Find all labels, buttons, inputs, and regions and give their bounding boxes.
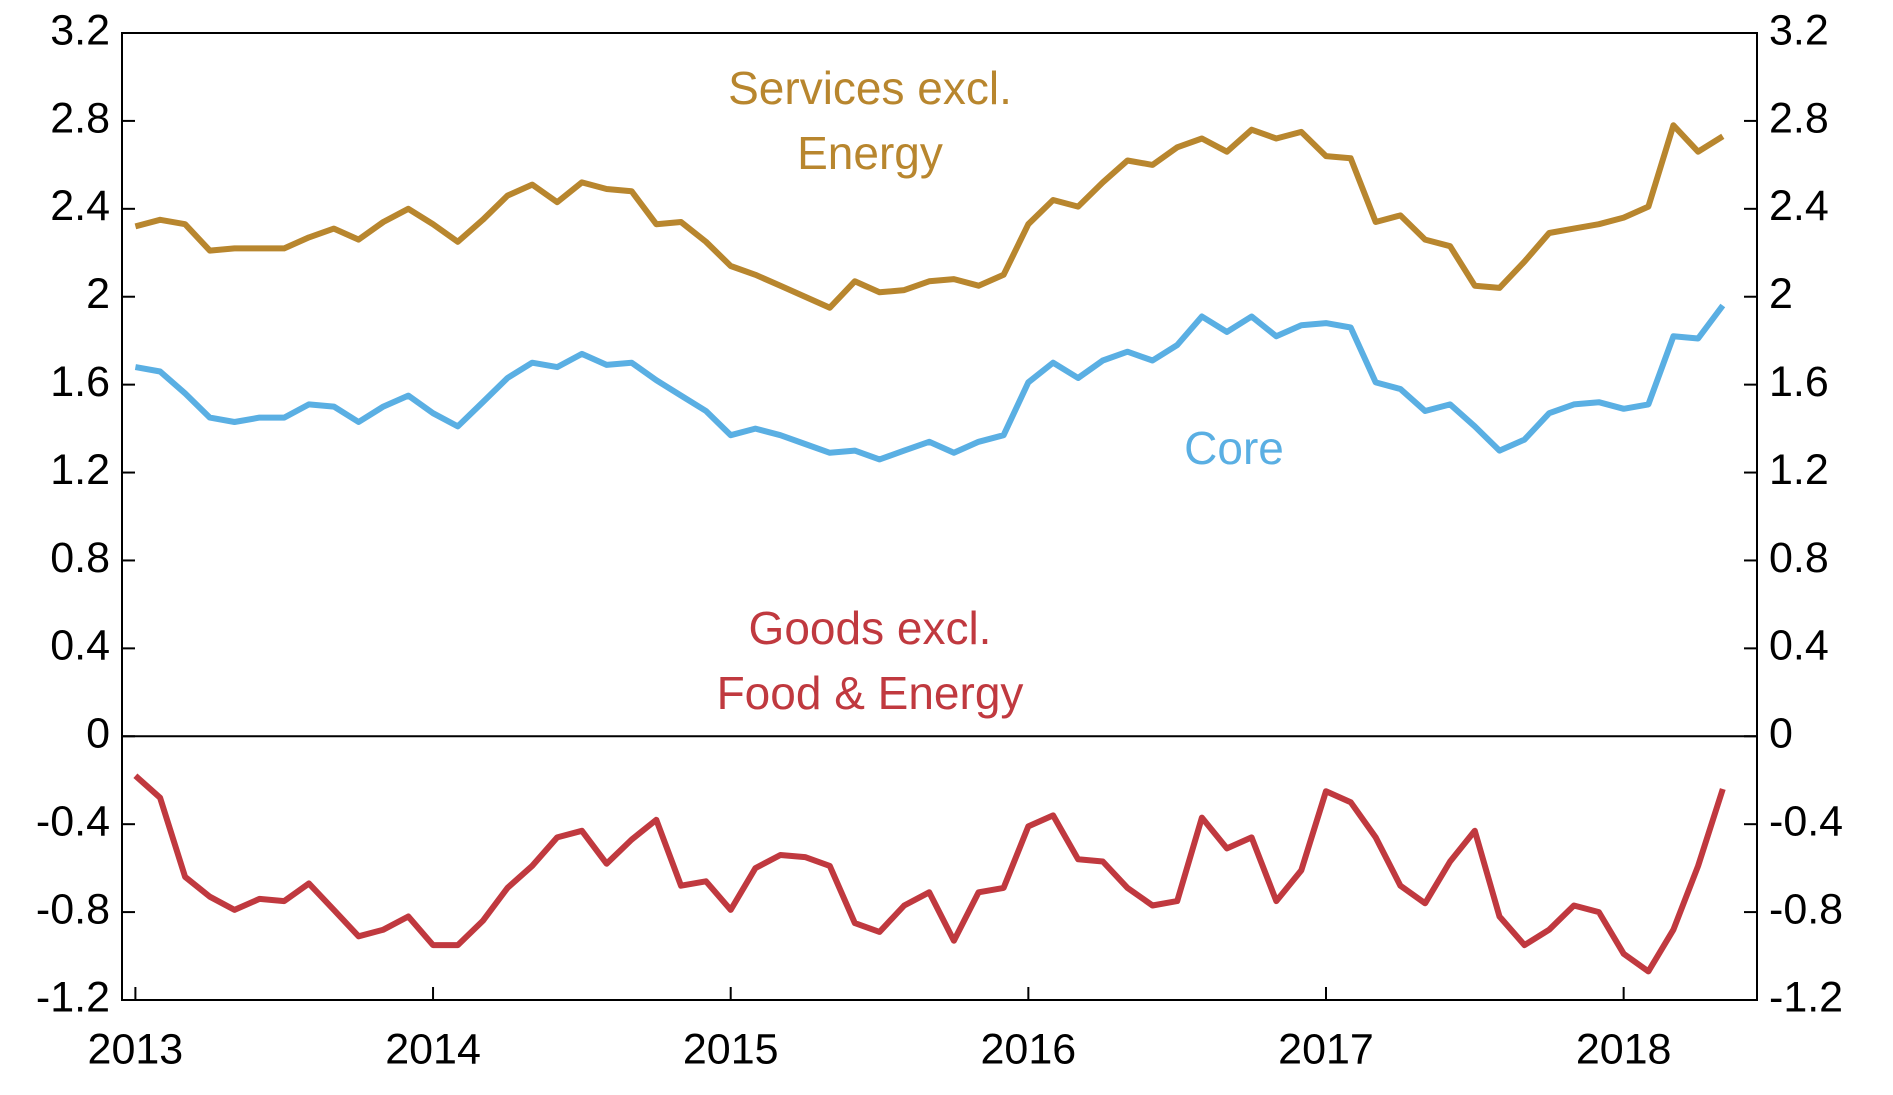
- plot-frame: [121, 32, 1758, 1001]
- x-tick-label: 2016: [981, 1025, 1077, 1073]
- annotation: Energy: [797, 127, 943, 179]
- y-tick-label: -1.2: [36, 973, 110, 1021]
- y-tick-label: 2: [86, 270, 110, 318]
- y2-tick-label: 2.4: [1769, 182, 1829, 230]
- y2-tick-label: 1.2: [1769, 446, 1829, 494]
- y2-tick-label: -0.4: [1769, 798, 1843, 846]
- y-tick-label: -0.8: [36, 885, 110, 933]
- y-tick-label: 1.2: [50, 446, 110, 494]
- y2-tick-label: 1.6: [1769, 358, 1829, 406]
- y-tick-label: 2.8: [50, 94, 110, 142]
- annotation: Food & Energy: [717, 667, 1024, 719]
- x-tick-label: 2014: [385, 1025, 481, 1073]
- x-tick-label: 2013: [88, 1025, 184, 1073]
- y-tick-label: 3.2: [50, 6, 110, 54]
- x-tick-label: 2018: [1576, 1025, 1672, 1073]
- y-tick-label: 1.6: [50, 358, 110, 406]
- annotation: Services excl.: [728, 62, 1012, 114]
- y-tick-label: -0.4: [36, 798, 110, 846]
- y2-tick-label: -0.8: [1769, 885, 1843, 933]
- y2-tick-label: -1.2: [1769, 973, 1843, 1021]
- x-tick-label: 2017: [1278, 1025, 1374, 1073]
- series-line: [134, 303, 1726, 463]
- annotation: Goods excl.: [749, 602, 992, 654]
- y2-tick-label: 3.2: [1769, 6, 1829, 54]
- annotation: Core: [1184, 422, 1284, 474]
- y2-tick-label: 2.8: [1769, 94, 1829, 142]
- y2-tick-label: 2: [1769, 270, 1793, 318]
- y2-tick-label: 0.8: [1769, 534, 1829, 582]
- y2-tick-label: 0.4: [1769, 622, 1829, 670]
- series-line: [134, 122, 1725, 311]
- series-line: [133, 773, 1726, 975]
- y-tick-label: 0.8: [50, 534, 110, 582]
- y-tick-label: 0: [86, 710, 110, 758]
- y-tick-label: 0.4: [50, 622, 110, 670]
- y-tick-label: 2.4: [50, 182, 110, 230]
- y2-tick-label: 0: [1769, 710, 1793, 758]
- x-tick-label: 2015: [683, 1025, 779, 1073]
